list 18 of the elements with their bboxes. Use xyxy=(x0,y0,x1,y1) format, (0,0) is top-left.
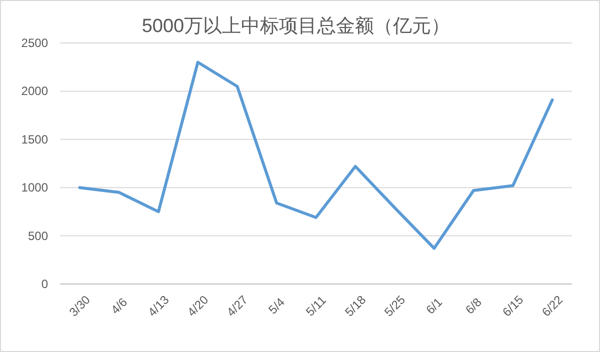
x-tick-label: 4/6 xyxy=(108,294,130,317)
x-tick-label: 5/4 xyxy=(266,294,288,317)
y-tick-label: 1500 xyxy=(21,132,48,146)
x-tick-label: 4/20 xyxy=(184,292,212,320)
y-tick-label: 2500 xyxy=(21,36,48,50)
x-tick-label: 5/18 xyxy=(342,292,369,320)
x-tick-label: 5/11 xyxy=(303,292,330,319)
x-tick-label: 3/30 xyxy=(66,292,94,320)
x-tick-label: 4/13 xyxy=(145,292,172,320)
y-tick-label: 1000 xyxy=(21,180,48,195)
y-tick-label: 500 xyxy=(28,228,48,243)
y-tick-label: 0 xyxy=(41,277,48,291)
x-tick-label: 6/1 xyxy=(423,294,446,317)
chart-title: 5000万以上中标项目总金额（亿元） xyxy=(142,15,450,37)
line-series xyxy=(78,60,554,250)
x-tick-label: 6/8 xyxy=(462,294,485,317)
x-tick-label: 6/22 xyxy=(539,292,566,320)
y-tick-label: 2000 xyxy=(21,84,48,98)
